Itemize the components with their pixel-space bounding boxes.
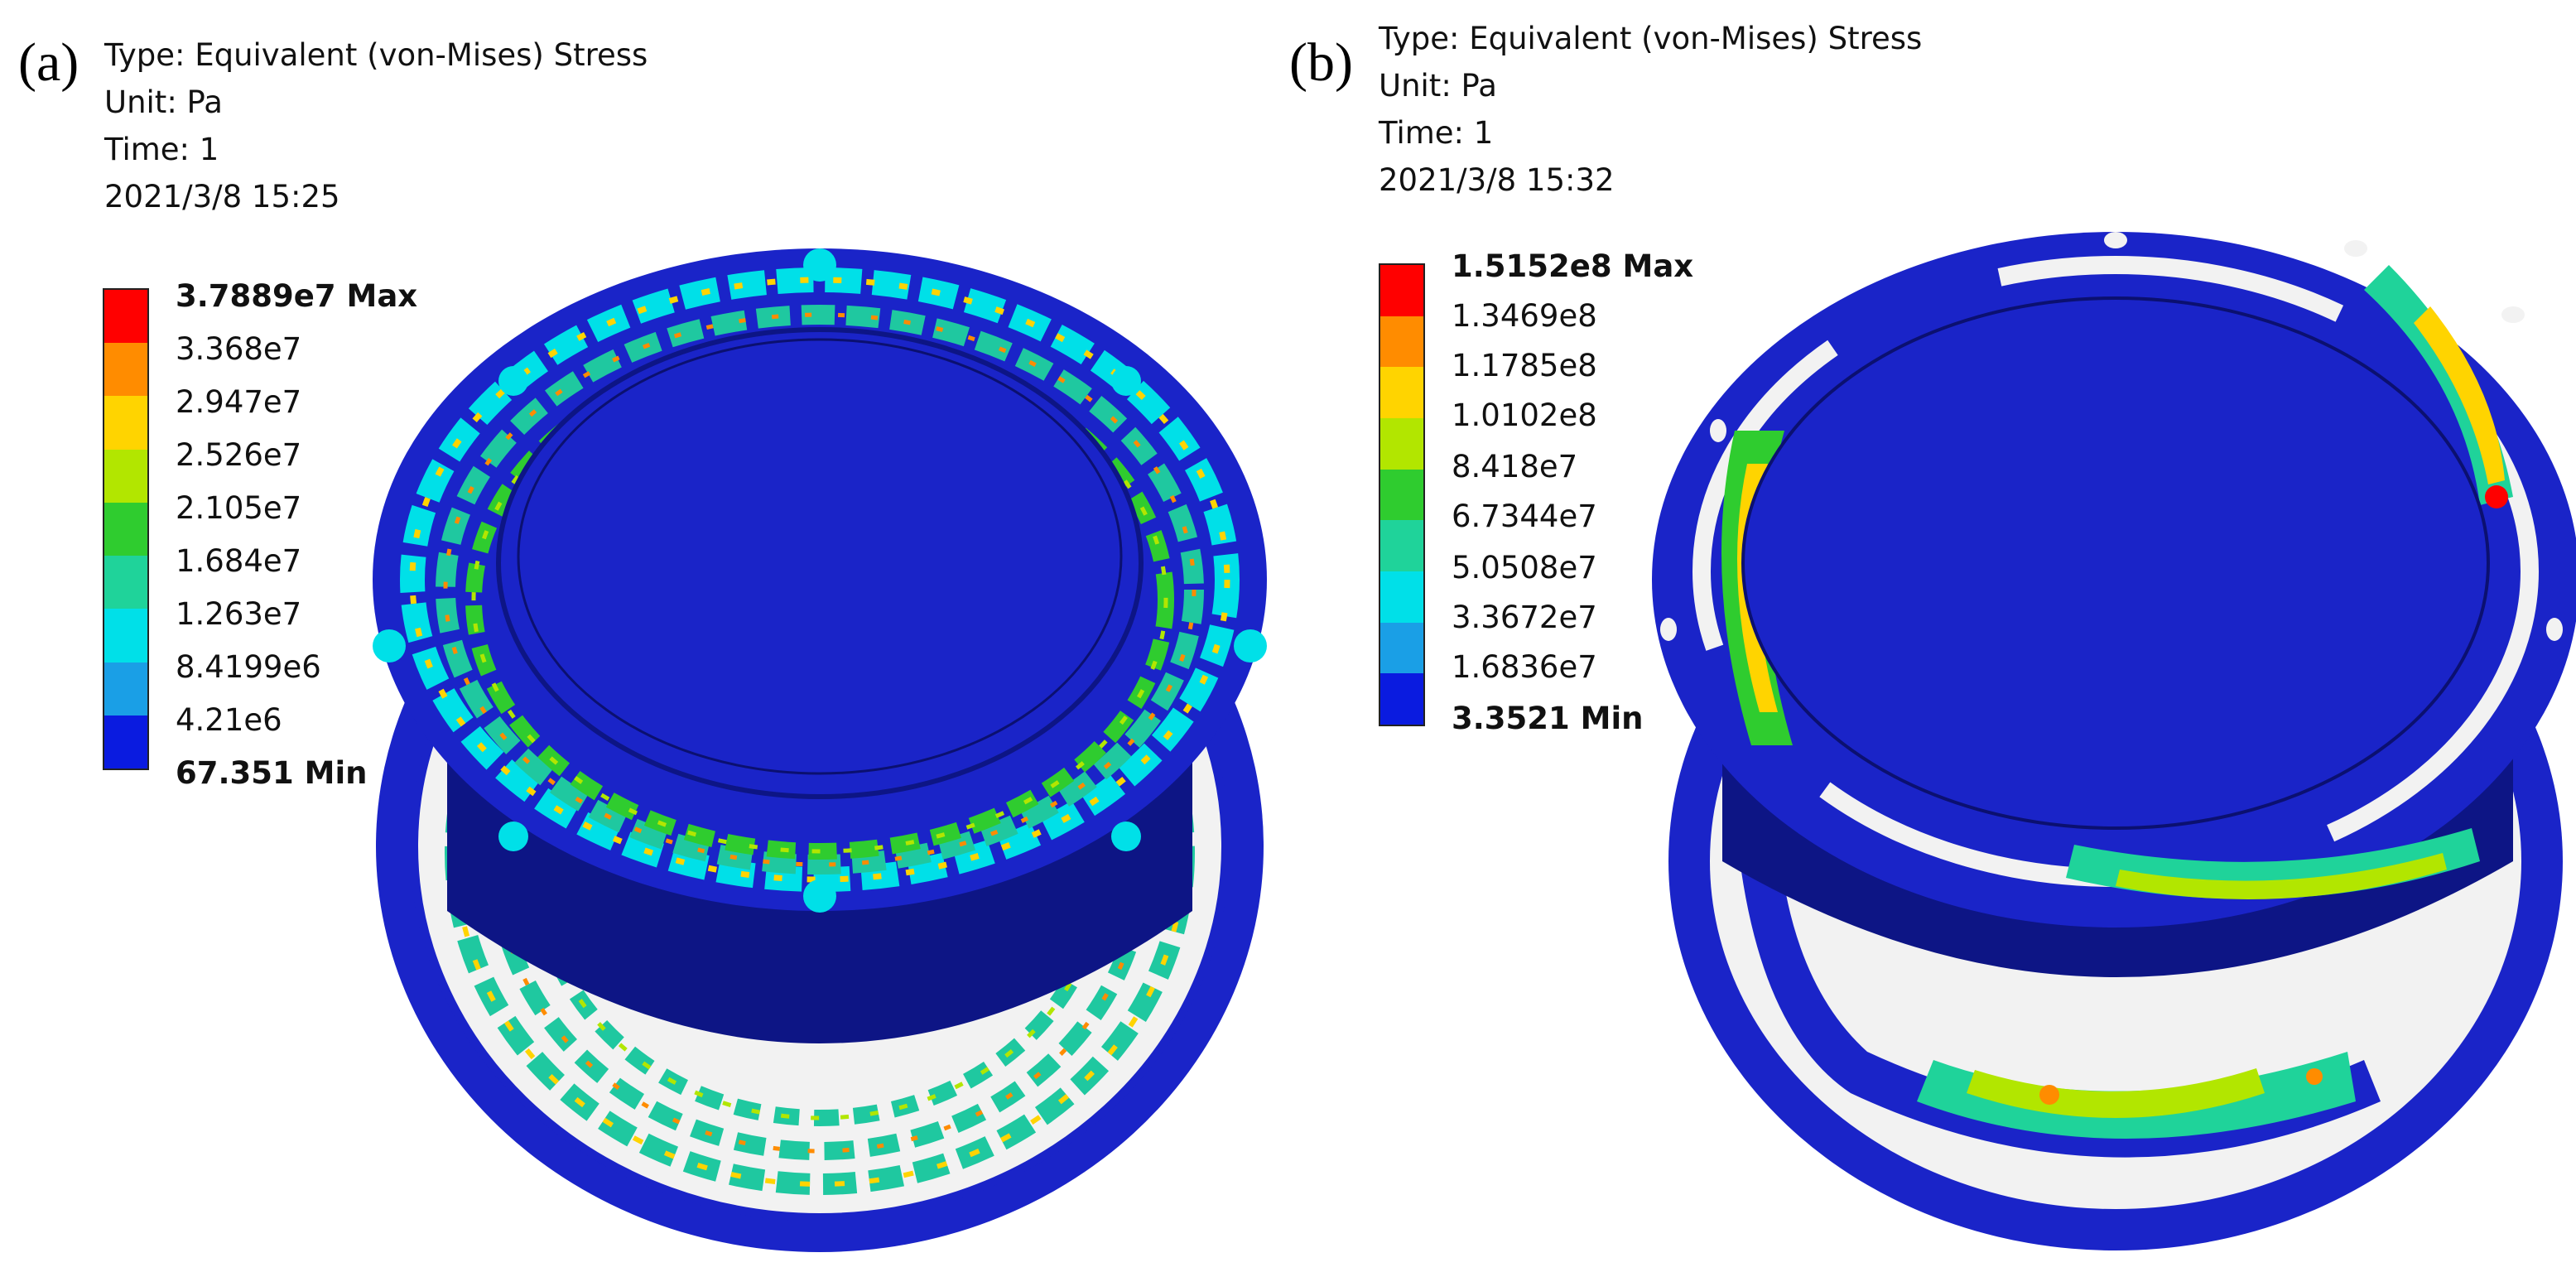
legend-tick-b: 8.418e7	[1452, 449, 1578, 484]
legend-band	[104, 556, 147, 610]
legend-band	[104, 449, 147, 503]
legend-tick-b: 1.1785e8	[1452, 348, 1597, 383]
legend-band	[1380, 520, 1423, 571]
legend-band	[1380, 367, 1423, 418]
result-info-a: Type: Equivalent (von-Mises) Stress Unit…	[104, 31, 648, 220]
legend-band	[104, 502, 147, 556]
legend-tick-b: 1.0102e8	[1452, 398, 1597, 433]
legend-tick-a: 2.526e7	[176, 437, 302, 473]
fea-model-a	[373, 248, 1267, 1252]
legend-band	[1380, 622, 1423, 674]
result-date-a: 2021/3/8 15:25	[104, 179, 340, 214]
legend-max-b: 1.5152e8 Max	[1452, 248, 1694, 284]
result-unit-a: Unit: Pa	[104, 84, 223, 120]
legend-band	[104, 396, 147, 450]
legend-band	[104, 662, 147, 716]
legend-band	[1380, 673, 1423, 725]
legend-max-a: 3.7889e7 Max	[176, 278, 418, 314]
color-legend-b: 1.5152e8 Max 1.3469e8 1.1785e8 1.0102e8 …	[1379, 250, 1693, 760]
legend-tick-a: 2.105e7	[176, 490, 302, 526]
color-legend-a: 3.7889e7 Max 3.368e7 2.947e7 2.526e7 2.1…	[103, 280, 417, 790]
legend-tick-a: 1.263e7	[176, 596, 302, 632]
result-unit-b: Unit: Pa	[1379, 68, 1497, 104]
legend-tick-a: 8.4199e6	[176, 649, 321, 685]
result-date-b: 2021/3/8 15:32	[1379, 162, 1615, 198]
panel-a: (a) Type: Equivalent (von-Mises) Stress …	[18, 31, 1267, 1252]
legend-band	[1380, 316, 1423, 368]
panel-label-a: (a)	[18, 32, 79, 93]
legend-bar-a	[103, 288, 149, 770]
legend-band	[104, 609, 147, 662]
legend-tick-b: 3.3672e7	[1452, 600, 1597, 635]
legend-band	[1380, 265, 1423, 316]
legend-tick-a: 2.947e7	[176, 384, 302, 420]
fea-model-b	[1652, 232, 2576, 1250]
result-type-a: Type: Equivalent (von-Mises) Stress	[104, 37, 648, 73]
legend-tick-b: 1.3469e8	[1452, 298, 1597, 334]
result-info-b: Type: Equivalent (von-Mises) Stress Unit…	[1379, 15, 1922, 204]
legend-tick-b: 6.7344e7	[1452, 499, 1597, 534]
legend-tick-a: 4.21e6	[176, 702, 282, 738]
legend-min-b: 3.3521 Min	[1452, 701, 1644, 736]
upper-flange-b	[1652, 232, 2576, 928]
panel-b: (b) Type: Equivalent (von-Mises) Stress …	[1288, 0, 2576, 1272]
result-time-a: Time: 1	[104, 132, 219, 167]
panel-label-b: (b)	[1289, 32, 1353, 93]
legend-min-a: 67.351 Min	[176, 755, 368, 791]
legend-band	[104, 715, 147, 768]
legend-tick-a: 3.368e7	[176, 331, 302, 367]
legend-bar-b	[1379, 263, 1425, 726]
legend-tick-b: 1.6836e7	[1452, 649, 1597, 685]
legend-tick-b: 5.0508e7	[1452, 550, 1597, 585]
legend-band	[1380, 417, 1423, 470]
legend-band	[1380, 571, 1423, 623]
legend-tick-a: 1.684e7	[176, 543, 302, 579]
legend-band	[1380, 469, 1423, 521]
legend-band	[104, 343, 147, 397]
legend-band	[104, 290, 147, 344]
result-type-b: Type: Equivalent (von-Mises) Stress	[1379, 21, 1923, 56]
result-time-b: Time: 1	[1379, 115, 1494, 151]
upper-flange-a	[373, 248, 1267, 913]
